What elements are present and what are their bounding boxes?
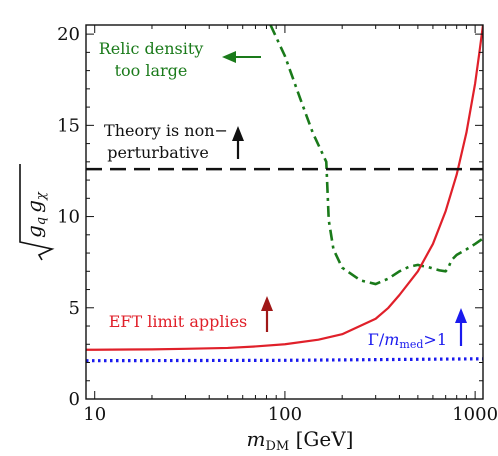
y-tick-label: 0 [69,389,80,410]
x-tick-label: 100 [268,404,302,425]
annotation-theory-line2: perturbative [107,143,209,162]
x-axis-label: mDM [GeV] [247,427,354,454]
x-tick-label: 10 [83,404,106,425]
annotation-relic-line1: Relic density [99,39,204,58]
annotation-eft: EFT limit applies [109,312,248,331]
annotation-theory-line1: Theory is non− [104,121,228,140]
x-tick-label: 1000 [452,404,498,425]
series-line-relic [269,25,483,286]
width-up-arrow-icon [455,308,467,346]
tick-layer: 10 100 1000 0 5 10 15 20 [57,24,498,425]
left-arrow-icon [222,51,261,63]
series-layer [86,25,483,363]
annotation-relic-line2: too large [115,61,188,80]
sqrt-sign-icon [19,164,55,261]
up-arrow-icon [232,126,244,159]
y-tick-label: 10 [57,207,80,228]
series-line-width [86,357,483,363]
y-tick-label: 20 [57,24,80,45]
y-tick-label: 5 [69,298,80,319]
series-line-eft [86,25,483,351]
y-axis-label-text: gqgχ [22,191,49,238]
y-tick-label: 15 [57,115,80,136]
y-axis-label: gqgχ [19,164,55,261]
eft-up-arrow-icon [261,296,273,332]
annotation-width: Γ/mmed>1 [368,330,447,351]
